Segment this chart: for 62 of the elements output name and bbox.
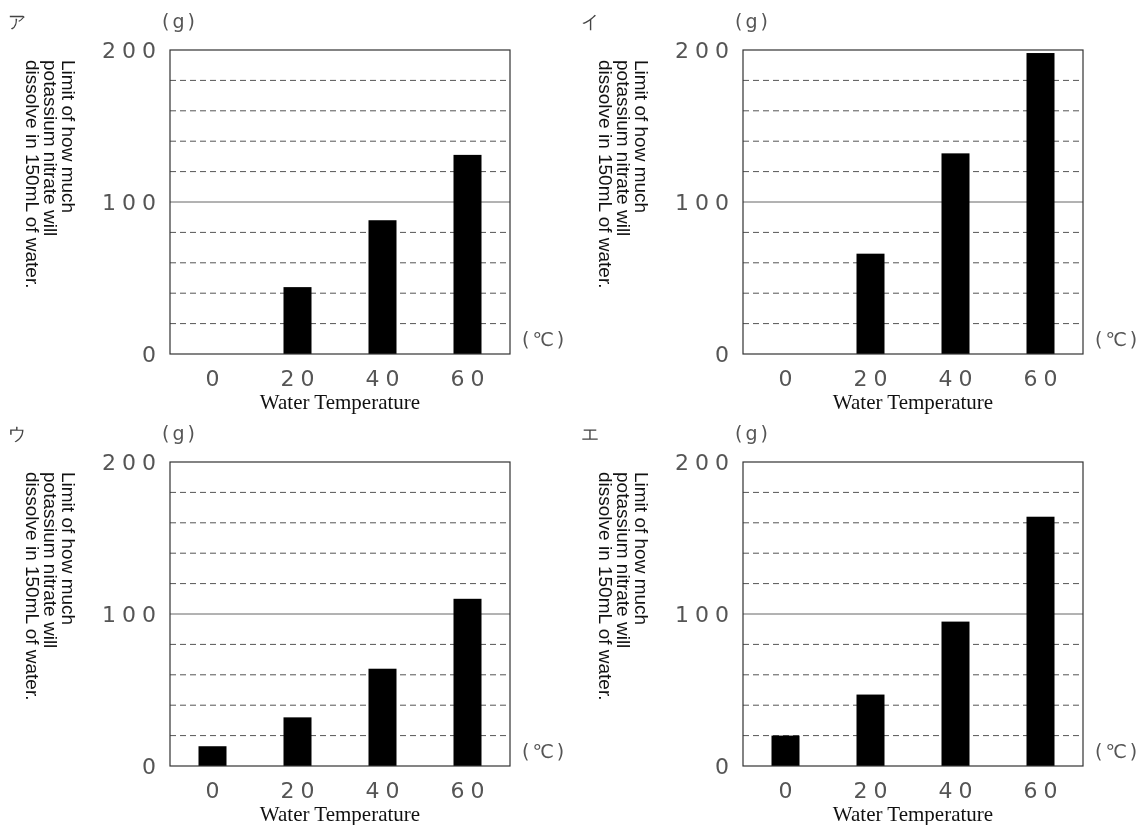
x-tick-label: 0 bbox=[205, 366, 226, 391]
x-tick-label: 20 bbox=[280, 778, 321, 803]
x-tick-label: 60 bbox=[450, 778, 491, 803]
bar bbox=[368, 220, 397, 354]
y-tick-label: 200 bbox=[675, 450, 735, 475]
bar bbox=[856, 694, 885, 766]
x-tick-label: 60 bbox=[450, 366, 491, 391]
x-tick-label: 0 bbox=[778, 366, 799, 391]
x-tick-label: 0 bbox=[778, 778, 799, 803]
y-tick-label: 200 bbox=[675, 38, 735, 63]
x-tick-label: 40 bbox=[365, 778, 406, 803]
bar bbox=[198, 746, 227, 766]
x-axis-title: Water Temperature bbox=[259, 390, 421, 414]
bar bbox=[941, 153, 970, 354]
bar bbox=[368, 668, 397, 766]
x-tick-label: 20 bbox=[853, 778, 894, 803]
text: (℃) bbox=[522, 740, 568, 762]
y-axis-title: Limit of how much potassium nitrate will dissolve in 150mL of water. bbox=[22, 472, 79, 701]
bar bbox=[453, 154, 482, 354]
x-axis-title: Water Temperature bbox=[259, 802, 421, 825]
x-axis-title: Water Temperature bbox=[832, 390, 994, 414]
bar bbox=[941, 621, 970, 766]
y-axis-title: Limit of how much potassium nitrate will dissolve in 150mL of water. bbox=[595, 60, 652, 289]
y-tick-label: 0 bbox=[142, 342, 162, 367]
text: ウ bbox=[8, 423, 26, 444]
x-axis-title: Water Temperature bbox=[832, 802, 994, 825]
text: (g) bbox=[162, 10, 198, 32]
y-tick-label: 0 bbox=[142, 754, 162, 779]
y-tick-label: 100 bbox=[675, 602, 735, 627]
text: イ bbox=[581, 11, 599, 32]
y-tick-label: 100 bbox=[102, 602, 162, 627]
y-tick-label: 100 bbox=[102, 190, 162, 215]
text: (℃) bbox=[522, 328, 568, 350]
y-tick-label: 200 bbox=[102, 450, 162, 475]
x-tick-label: 60 bbox=[1023, 778, 1064, 803]
text: (g) bbox=[162, 422, 198, 444]
y-tick-label: 200 bbox=[102, 38, 162, 63]
bar bbox=[453, 598, 482, 766]
y-tick-label: 0 bbox=[715, 754, 735, 779]
bar bbox=[283, 287, 312, 354]
bar bbox=[771, 735, 800, 766]
x-tick-label: 40 bbox=[365, 366, 406, 391]
text: エ bbox=[581, 423, 599, 444]
y-axis-title: Limit of how much potassium nitrate will dissolve in 150mL of water. bbox=[22, 60, 79, 289]
x-tick-label: 0 bbox=[205, 778, 226, 803]
x-tick-label: 60 bbox=[1023, 366, 1064, 391]
bar bbox=[1026, 516, 1055, 766]
bar bbox=[856, 253, 885, 354]
y-axis-title: Limit of how much potassium nitrate will dissolve in 150mL of water. bbox=[595, 472, 652, 701]
text: (g) bbox=[735, 422, 771, 444]
x-tick-label: 40 bbox=[938, 366, 979, 391]
bar bbox=[1026, 53, 1055, 354]
y-tick-label: 100 bbox=[675, 190, 735, 215]
y-tick-label: 0 bbox=[715, 342, 735, 367]
text: ア bbox=[8, 11, 26, 32]
bar bbox=[283, 717, 312, 766]
text: (℃) bbox=[1095, 740, 1141, 762]
text: (g) bbox=[735, 10, 771, 32]
text: (℃) bbox=[1095, 328, 1141, 350]
x-tick-label: 20 bbox=[853, 366, 894, 391]
x-tick-label: 40 bbox=[938, 778, 979, 803]
x-tick-label: 20 bbox=[280, 366, 321, 391]
